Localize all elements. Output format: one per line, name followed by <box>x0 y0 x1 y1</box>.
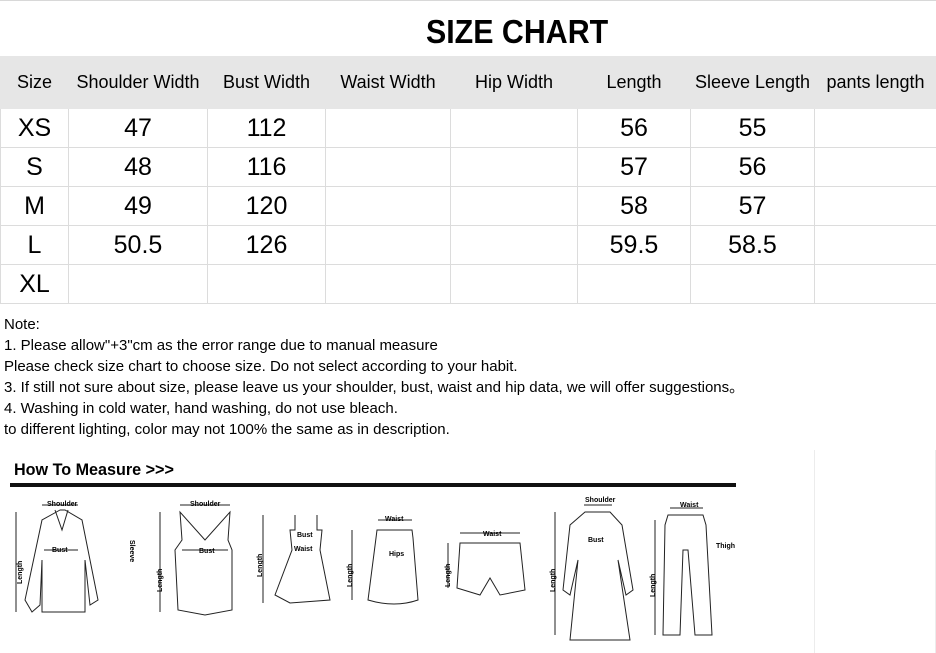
svg-text:Length: Length <box>347 564 354 587</box>
svg-text:Sleeve: Sleeve <box>128 540 135 562</box>
column-header: pants length <box>814 56 936 109</box>
table-cell: 47 <box>68 108 208 148</box>
svg-text:Bust: Bust <box>297 532 313 539</box>
vest-illustration: Shoulder Bust Length <box>157 501 233 616</box>
note-line: 4. Washing in cold water, hand washing, … <box>4 400 398 417</box>
pants-illustration: Waist Thigh Length <box>650 502 735 636</box>
note-line: Note: <box>4 316 40 333</box>
table-cell <box>325 147 451 187</box>
svg-text:Shoulder: Shoulder <box>47 501 78 508</box>
table-cell: 57 <box>690 186 815 226</box>
table-cell <box>690 264 815 304</box>
table-cell <box>207 264 326 304</box>
shorts-illustration: Waist Length <box>445 531 526 596</box>
table-cell: 58 <box>577 186 691 226</box>
svg-text:Thigh: Thigh <box>716 543 735 550</box>
table-cell: XS <box>0 108 69 148</box>
svg-text:Waist: Waist <box>385 516 404 523</box>
table-cell: 55 <box>690 108 815 148</box>
table-cell <box>325 186 451 226</box>
table-cell: XL <box>0 264 69 304</box>
blouse-illustration: Shoulder Bust Length Sleeve <box>15 501 135 613</box>
size-table: Size Shoulder Width Bust Width Waist Width H… <box>0 56 936 304</box>
column-header: Shoulder Width <box>68 56 208 109</box>
table-cell <box>325 108 451 148</box>
table-cell: S <box>0 147 69 187</box>
divider <box>10 483 736 487</box>
table-row: M 49 120 58 57 <box>0 186 936 226</box>
svg-text:Shoulder: Shoulder <box>190 501 221 508</box>
table-cell <box>325 264 451 304</box>
svg-text:Bust: Bust <box>52 547 68 554</box>
table-cell <box>577 264 691 304</box>
svg-text:Length: Length <box>550 569 557 592</box>
table-cell <box>68 264 208 304</box>
table-cell: 126 <box>207 225 326 265</box>
table-cell: M <box>0 186 69 226</box>
coat-illustration: Shoulder Bust Length <box>550 497 634 641</box>
svg-text:Length: Length <box>257 554 264 577</box>
table-cell <box>814 225 936 265</box>
table-cell: L <box>0 225 69 265</box>
skirt-illustration: Waist Hips Length <box>347 516 419 605</box>
note-line: Please check size chart to choose size. … <box>4 358 518 375</box>
table-cell <box>814 186 936 226</box>
note-line: to different lighting, color may not 100… <box>4 421 450 438</box>
table-cell <box>814 108 936 148</box>
table-cell: 57 <box>577 147 691 187</box>
column-header: Length <box>577 56 691 109</box>
column-header: Size <box>0 56 69 109</box>
table-cell <box>814 264 936 304</box>
svg-text:Bust: Bust <box>588 537 604 544</box>
title-row: SIZE CHART <box>0 0 936 56</box>
svg-text:Length: Length <box>157 569 164 592</box>
table-cell: 59.5 <box>577 225 691 265</box>
table-cell: 56 <box>690 147 815 187</box>
note-line: 3. If still not sure about size, please … <box>4 379 745 396</box>
table-cell: 50.5 <box>68 225 208 265</box>
svg-text:Waist: Waist <box>680 502 699 509</box>
column-header: Sleeve Length <box>690 56 815 109</box>
page-title: SIZE CHART <box>426 13 609 50</box>
table-row: S 48 116 57 56 <box>0 147 936 187</box>
grid-line <box>814 450 815 653</box>
svg-text:Length: Length <box>650 574 657 597</box>
svg-text:Bust: Bust <box>199 548 215 555</box>
table-cell: 116 <box>207 147 326 187</box>
svg-text:Hips: Hips <box>389 551 404 558</box>
dress-illustration: Bust Waist Length <box>257 515 331 604</box>
svg-text:Waist: Waist <box>483 531 502 538</box>
table-cell <box>325 225 451 265</box>
svg-text:Length: Length <box>445 564 452 587</box>
note-line: 1. Please allow"+3"cm as the error range… <box>4 337 438 354</box>
table-cell: 58.5 <box>690 225 815 265</box>
table-cell <box>450 147 578 187</box>
table-header-row: Size Shoulder Width Bust Width Waist Width H… <box>0 56 936 109</box>
table-cell <box>450 264 578 304</box>
how-to-measure-title: How To Measure >>> <box>14 460 174 479</box>
measure-illustrations: Shoulder Bust Length Sleeve Shoulder Bus… <box>15 497 735 641</box>
svg-text:Length: Length <box>17 561 24 584</box>
table-cell: 49 <box>68 186 208 226</box>
table-row: XS 47 112 56 55 <box>0 108 936 148</box>
table-cell: 48 <box>68 147 208 187</box>
column-header: Hip Width <box>450 56 578 109</box>
table-cell <box>450 108 578 148</box>
table-cell: 112 <box>207 108 326 148</box>
svg-text:Waist: Waist <box>294 546 313 553</box>
table-cell: 56 <box>577 108 691 148</box>
table-cell <box>450 225 578 265</box>
column-header: Bust Width <box>207 56 326 109</box>
table-cell: 120 <box>207 186 326 226</box>
column-header: Waist Width <box>325 56 451 109</box>
table-cell <box>814 147 936 187</box>
notes: Note: 1. Please allow"+3"cm as the error … <box>4 314 744 440</box>
table-cell <box>450 186 578 226</box>
table-row: L 50.5 126 59.5 58.5 <box>0 225 936 265</box>
svg-text:Shoulder: Shoulder <box>585 497 616 504</box>
table-row: XL <box>0 264 936 304</box>
